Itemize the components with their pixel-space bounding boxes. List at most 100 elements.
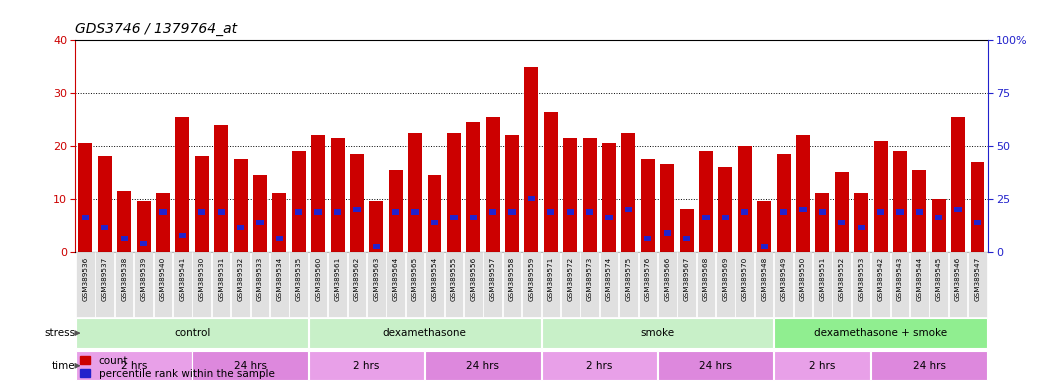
Bar (509, 209, 516, 215)
Bar (816, 194, 829, 252)
FancyBboxPatch shape (309, 252, 327, 317)
Text: GSM389565: GSM389565 (412, 257, 418, 301)
Bar (469, 215, 476, 220)
Bar (877, 209, 884, 215)
Text: GSM389531: GSM389531 (218, 257, 224, 301)
Text: GSM389575: GSM389575 (626, 257, 631, 301)
FancyBboxPatch shape (774, 351, 871, 381)
Bar (796, 135, 810, 252)
Bar (388, 170, 403, 252)
FancyBboxPatch shape (348, 252, 366, 317)
Bar (738, 146, 752, 252)
Bar (117, 191, 131, 252)
Text: GSM389551: GSM389551 (819, 257, 825, 301)
Text: smoke: smoke (640, 328, 675, 338)
Bar (237, 225, 244, 230)
Legend: count, percentile rank within the sample: count, percentile rank within the sample (80, 356, 275, 379)
FancyBboxPatch shape (561, 252, 579, 317)
Bar (330, 138, 345, 252)
Bar (544, 112, 557, 252)
Bar (450, 215, 458, 220)
Text: GSM389559: GSM389559 (528, 257, 535, 301)
Bar (703, 215, 710, 220)
Bar (353, 207, 360, 212)
Bar (253, 175, 267, 252)
FancyBboxPatch shape (76, 351, 192, 381)
Text: control: control (174, 328, 211, 338)
Bar (234, 159, 247, 252)
Text: GSM389553: GSM389553 (858, 257, 865, 301)
FancyBboxPatch shape (542, 318, 773, 348)
Bar (640, 159, 655, 252)
FancyBboxPatch shape (426, 351, 541, 381)
Bar (625, 207, 632, 212)
Bar (195, 157, 209, 252)
Text: GSM389576: GSM389576 (645, 257, 651, 301)
FancyBboxPatch shape (250, 252, 269, 317)
Text: GSM389567: GSM389567 (684, 257, 689, 301)
Bar (582, 138, 597, 252)
Text: GSM389554: GSM389554 (432, 257, 437, 301)
Text: 24 hrs: 24 hrs (700, 361, 732, 371)
FancyBboxPatch shape (95, 252, 114, 317)
Bar (140, 241, 147, 246)
Bar (101, 225, 108, 230)
Text: GSM389550: GSM389550 (800, 257, 805, 301)
FancyBboxPatch shape (813, 252, 831, 317)
Bar (175, 117, 189, 252)
FancyBboxPatch shape (76, 252, 94, 317)
FancyBboxPatch shape (968, 252, 987, 317)
Bar (857, 225, 865, 230)
Bar (721, 215, 729, 220)
Bar (431, 220, 438, 225)
Bar (315, 209, 322, 215)
Text: GSM389542: GSM389542 (877, 257, 883, 301)
FancyBboxPatch shape (755, 252, 773, 317)
Bar (408, 133, 422, 252)
Text: GSM389566: GSM389566 (664, 257, 671, 301)
Text: 2 hrs: 2 hrs (810, 361, 836, 371)
Text: GSM389573: GSM389573 (586, 257, 593, 301)
Bar (276, 236, 283, 241)
Text: GSM389563: GSM389563 (374, 257, 379, 301)
Text: 2 hrs: 2 hrs (120, 361, 147, 371)
Text: GSM389564: GSM389564 (392, 257, 399, 301)
Text: 24 hrs: 24 hrs (234, 361, 267, 371)
FancyBboxPatch shape (212, 252, 230, 317)
Text: GSM389549: GSM389549 (781, 257, 787, 301)
Text: GSM389548: GSM389548 (761, 257, 767, 301)
Text: 24 hrs: 24 hrs (912, 361, 946, 371)
Text: GSM389539: GSM389539 (140, 257, 146, 301)
Bar (350, 154, 364, 252)
Text: dexamethasone + smoke: dexamethasone + smoke (814, 328, 947, 338)
FancyBboxPatch shape (406, 252, 425, 317)
Bar (776, 154, 791, 252)
Bar (295, 209, 302, 215)
Bar (874, 141, 887, 252)
FancyBboxPatch shape (386, 252, 405, 317)
Text: GSM389540: GSM389540 (160, 257, 166, 301)
Bar (272, 194, 286, 252)
Text: GSM389572: GSM389572 (567, 257, 573, 301)
FancyBboxPatch shape (464, 252, 483, 317)
Text: GSM389562: GSM389562 (354, 257, 360, 301)
Text: GSM389569: GSM389569 (722, 257, 729, 301)
Text: GSM389546: GSM389546 (955, 257, 961, 301)
FancyBboxPatch shape (619, 252, 637, 317)
FancyBboxPatch shape (736, 252, 754, 317)
Bar (974, 220, 981, 225)
FancyBboxPatch shape (444, 252, 463, 317)
Text: GSM389533: GSM389533 (257, 257, 263, 301)
Text: GSM389534: GSM389534 (276, 257, 282, 301)
Bar (912, 170, 926, 252)
FancyBboxPatch shape (949, 252, 967, 317)
Bar (761, 243, 768, 249)
Text: stress: stress (45, 328, 76, 338)
Bar (932, 199, 946, 252)
Text: GSM389568: GSM389568 (703, 257, 709, 301)
FancyBboxPatch shape (774, 252, 793, 317)
Bar (916, 209, 923, 215)
Bar (447, 133, 461, 252)
Bar (971, 162, 984, 252)
Text: GSM389545: GSM389545 (935, 257, 941, 301)
